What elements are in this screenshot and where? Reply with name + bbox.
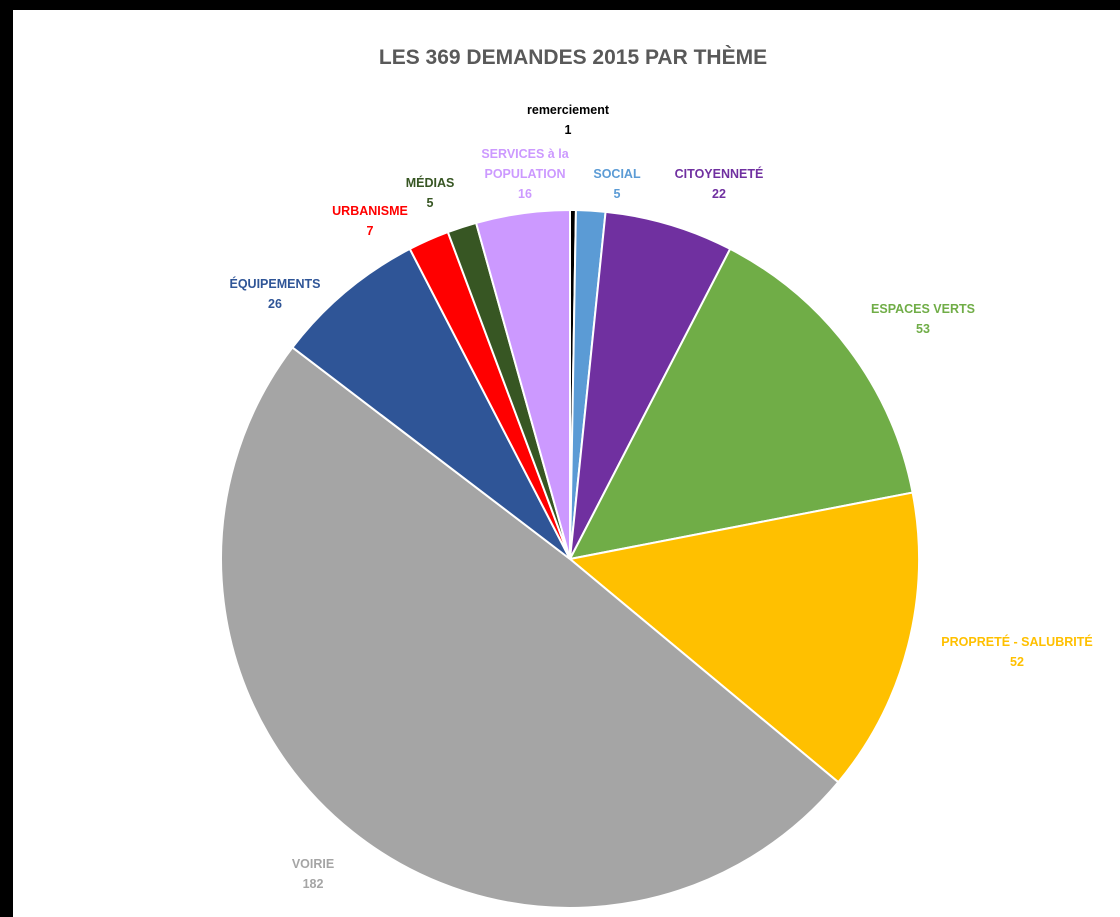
pie-slice-voirie — [220, 346, 840, 909]
label-value-remerciement: 1 — [565, 123, 572, 137]
label-name-equipements: ÉQUIPEMENTS — [230, 276, 321, 291]
label-name-medias: MÉDIAS — [406, 175, 455, 190]
data-label-voirie: VOIRIE 182 — [292, 857, 334, 891]
data-label-services-a-la-population: SERVICES à la POPULATION 16 — [481, 147, 569, 201]
pie-slice-equipements — [291, 247, 571, 560]
label-value-social: 5 — [614, 187, 621, 201]
pie-slice-proprete-salubrite — [567, 491, 920, 784]
label-value-equipements: 26 — [268, 297, 282, 311]
data-label-proprete-salubrite: PROPRETÉ - SALUBRITÉ 52 — [941, 634, 1092, 669]
label-value-medias: 5 — [427, 196, 434, 210]
label-value-espaces-verts: 53 — [916, 322, 930, 336]
pie-slice-citoyennete — [569, 210, 732, 560]
label-name-social: SOCIAL — [593, 167, 641, 181]
data-label-remerciement: remerciement 1 — [527, 103, 610, 137]
label-name-remerciement: remerciement — [527, 103, 610, 117]
label-value-voirie: 182 — [303, 877, 324, 891]
label-name-voirie: VOIRIE — [292, 857, 334, 871]
pie-slice-espaces-verts — [568, 247, 914, 561]
data-label-medias: MÉDIAS 5 — [406, 175, 455, 210]
label-name-services-a-la-population-2: POPULATION — [484, 167, 565, 181]
data-label-equipements: ÉQUIPEMENTS 26 — [230, 276, 321, 311]
label-name-services-a-la-population-1: SERVICES à la — [481, 147, 569, 161]
pie-chart: remerciement 1 SOCIAL 5 CITOYENNETÉ 22 ESPACES… — [220, 103, 1093, 909]
data-label-espaces-verts: ESPACES VERTS 53 — [871, 302, 975, 336]
label-value-proprete-salubrite: 52 — [1010, 655, 1024, 669]
chart-title: LES 369 DEMANDES 2015 PAR THÈME — [378, 46, 768, 69]
label-value-citoyennete: 22 — [712, 187, 726, 201]
data-label-social: SOCIAL 5 — [593, 167, 641, 201]
label-name-citoyennete: CITOYENNETÉ — [675, 166, 764, 181]
label-name-espaces-verts: ESPACES VERTS — [871, 302, 975, 316]
data-label-citoyennete: CITOYENNETÉ 22 — [675, 166, 764, 201]
data-label-urbanisme: URBANISME 7 — [332, 204, 408, 238]
label-value-services-a-la-population: 16 — [518, 187, 532, 201]
label-value-urbanisme: 7 — [367, 224, 374, 238]
pie-slice-services-a-la-population — [474, 208, 571, 560]
label-name-proprete-salubrite: PROPRETÉ - SALUBRITÉ — [941, 634, 1092, 649]
label-name-urbanisme: URBANISME — [332, 204, 408, 218]
